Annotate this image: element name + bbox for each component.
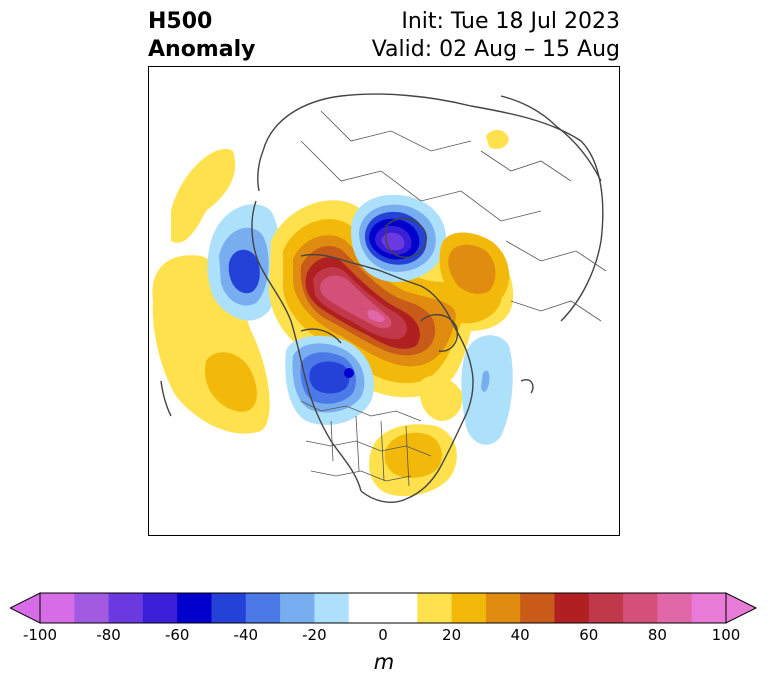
colorbar-tick-label: 100 [711,626,741,644]
colorbar-tick-label: -60 [164,626,190,644]
colorbar-tick-label: 80 [647,626,667,644]
colorbar-cell [142,593,178,623]
map-panel [148,66,620,536]
valid-range-label: Valid: 02 Aug – 15 Aug [371,37,620,62]
colorbar-cell [108,593,144,623]
colorbar-cell [691,593,727,623]
negative-anomaly-pacific [207,204,281,321]
colorbar-cell [74,593,110,623]
colorbar-tick-label: -100 [22,626,58,644]
colorbar-cell [554,593,590,623]
colorbar-cell [383,593,418,623]
colorbar-cell [280,593,315,623]
date-block: Init: Tue 18 Jul 2023 Valid: 02 Aug – 15… [372,8,620,64]
colorbar-min-extension [10,592,41,624]
colorbar-cell [40,593,75,623]
anomaly-map [152,93,607,503]
negative-anomaly-north-america [285,335,374,425]
colorbar-cell [177,593,212,623]
colorbar-tick-label: 0 [378,626,388,644]
colorbar-unit: m [373,650,395,674]
title-block: H500 Anomaly [148,8,255,64]
colorbar-tick-label: -20 [302,626,327,644]
positive-anomaly-east-us [369,375,463,497]
colorbar-cell [623,593,658,623]
colorbar-tick-label: -40 [233,626,259,644]
colorbar-max-extension [725,592,758,624]
positive-anomaly-pacific [152,149,270,434]
colorbar-cell [588,593,624,623]
country-borders [300,110,607,487]
colorbar-cell [520,593,555,623]
positive-anomaly-siberia [439,129,510,306]
colorbar-cell [314,593,350,623]
colorbar-cell [417,593,453,623]
colorbar-cell [348,593,384,623]
colorbar-cell [245,593,281,623]
colorbar-tick-label: -80 [96,626,121,644]
negative-anomaly-atlantic [461,335,513,445]
init-date-label: Init: Tue 18 Jul 2023 [401,9,620,34]
chart-title: H500 [148,9,213,34]
colorbar-cell [451,593,487,623]
colorbar-tick-label: 40 [510,626,530,644]
colorbar-tick-label: 20 [442,626,462,644]
colorbar-cell [657,593,693,623]
colorbar-cell [211,593,247,623]
colorbar-tick-label: 60 [579,626,599,644]
colorbar [10,592,758,624]
colorbar-cell [485,593,521,623]
chart-subtitle: Anomaly [148,37,256,62]
coastlines [160,93,604,503]
